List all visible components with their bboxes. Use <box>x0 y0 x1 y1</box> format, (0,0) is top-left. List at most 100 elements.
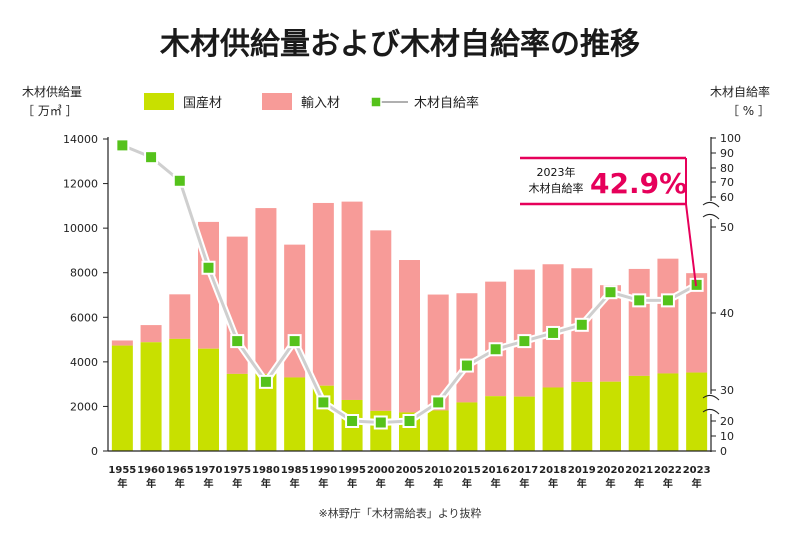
right-tick-label: 0 <box>720 445 727 458</box>
rate-layer <box>115 138 704 430</box>
x-tick-suffix: 年 <box>577 477 587 490</box>
x-tick-suffix: 年 <box>290 477 300 490</box>
right-tick-label: 50 <box>720 221 734 234</box>
x-tick-label: 1985 <box>281 465 309 476</box>
rate-marker-1970 <box>203 262 214 273</box>
x-tick-label: 2017 <box>510 465 538 476</box>
bar-domestic-2017 <box>513 396 535 451</box>
bar-imported-1960 <box>140 325 162 343</box>
x-tick-suffix: 年 <box>347 477 357 490</box>
bar-domestic-2020 <box>600 381 621 451</box>
right-axis-label: 木材自給率 <box>710 84 770 99</box>
source-note: ※林野庁「木材需給表」より抜粋 <box>319 506 482 520</box>
x-tick-label: 2023 <box>683 465 711 476</box>
bar-domestic-1955 <box>111 345 133 451</box>
rate-marker-1955 <box>117 140 128 151</box>
left-tick-label: 6000 <box>70 311 98 324</box>
x-tick-label: 2016 <box>482 465 510 476</box>
rate-marker-1995 <box>347 416 358 426</box>
rate-marker-1980 <box>260 376 271 387</box>
left-tick-label: 12000 <box>63 178 98 191</box>
chart-title: 木材供給量および木材自給率の推移 <box>159 27 640 62</box>
annotation-caption: 木材自給率 <box>529 181 584 195</box>
legend-swatch-imported <box>262 93 292 110</box>
bar-domestic-1965 <box>169 338 191 451</box>
axis-break-mark <box>702 394 720 401</box>
rate-marker-2021 <box>634 295 645 306</box>
x-tick-suffix: 年 <box>405 477 415 490</box>
x-tick-label: 1975 <box>223 465 251 476</box>
left-axis-unit: ［ 万㎥ ］ <box>22 104 78 118</box>
x-tick-suffix: 年 <box>462 477 472 490</box>
bar-domestic-2015 <box>456 402 478 451</box>
x-tick-label: 2020 <box>597 465 625 476</box>
x-tick-suffix: 年 <box>376 477 386 490</box>
bar-imported-2017 <box>513 269 535 397</box>
left-tick-label: 10000 <box>63 222 98 235</box>
x-tick-suffix: 年 <box>548 477 558 490</box>
annotation-value: 42.9% <box>590 167 687 200</box>
x-tick-suffix: 年 <box>146 477 156 490</box>
x-tick-suffix: 年 <box>692 477 702 490</box>
bar-domestic-1975 <box>226 373 248 451</box>
right-tick-label: 40 <box>720 307 734 320</box>
x-tick-suffix: 年 <box>318 477 328 490</box>
x-tick-suffix: 年 <box>634 477 644 490</box>
x-tick-suffix: 年 <box>204 477 214 490</box>
x-tick-suffix: 年 <box>117 477 127 490</box>
bar-domestic-2010 <box>427 410 449 451</box>
rate-marker-1990 <box>318 397 329 408</box>
bar-imported-1980 <box>255 208 277 374</box>
x-tick-label: 1960 <box>137 465 165 476</box>
x-tick-suffix: 年 <box>491 477 501 490</box>
bar-imported-2021 <box>628 268 650 376</box>
x-tick-suffix: 年 <box>519 477 529 490</box>
bar-imported-2016 <box>485 281 507 397</box>
rate-marker-2016 <box>490 344 501 355</box>
axis-break-mark <box>702 201 720 208</box>
right-tick-label: 80 <box>720 162 734 175</box>
bar-imported-2015 <box>456 293 478 403</box>
bar-imported-2023 <box>686 273 708 373</box>
annotation-pointer <box>685 203 697 287</box>
x-tick-label: 2022 <box>654 465 682 476</box>
x-tick-suffix: 年 <box>261 477 271 490</box>
rate-marker-2019 <box>576 319 587 330</box>
bar-imported-2022 <box>657 258 679 374</box>
legend: 国産材 輸入材 木材自給率 <box>144 93 479 111</box>
bar-domestic-1980 <box>255 373 277 451</box>
legend-swatch-domestic <box>144 93 174 110</box>
bar-domestic-1985 <box>284 377 306 451</box>
right-tick-label: 20 <box>720 415 734 428</box>
bar-domestic-2019 <box>571 381 593 451</box>
axis-break-mark <box>702 408 720 415</box>
axes-layer: 0 2000 4000 6000 8000 10000 12000 14000 0 10 20 30 4… <box>63 132 741 490</box>
x-tick-label: 2010 <box>424 465 452 476</box>
left-tick-label: 2000 <box>70 400 98 413</box>
x-tick-label: 1965 <box>166 465 194 476</box>
annotation-year: 2023年 <box>537 165 576 179</box>
annotation-2023: 2023年 木材自給率 42.9% <box>520 156 697 287</box>
x-tick-label: 1955 <box>108 465 136 476</box>
rate-marker-1985 <box>289 336 300 347</box>
bar-imported-2000 <box>370 230 392 411</box>
bar-imported-2005 <box>399 260 420 413</box>
rate-marker-1975 <box>232 336 243 347</box>
x-tick-label: 2018 <box>539 465 567 476</box>
x-tick-suffix: 年 <box>433 477 443 490</box>
rate-marker-2018 <box>548 327 559 338</box>
rate-marker-2005 <box>404 416 415 426</box>
rate-marker-2010 <box>433 397 444 408</box>
x-tick-suffix: 年 <box>232 477 242 490</box>
right-axis-unit: ［ % ］ <box>727 104 770 118</box>
bar-imported-2010 <box>427 294 449 411</box>
x-tick-suffix: 年 <box>175 477 185 490</box>
rate-marker-2017 <box>519 336 530 347</box>
bar-domestic-2021 <box>628 375 650 451</box>
left-tick-label: 8000 <box>70 267 98 280</box>
right-tick-label: 70 <box>720 176 734 189</box>
axis-break-mark <box>702 213 720 220</box>
right-tick-label: 90 <box>720 147 734 160</box>
bar-imported-2018 <box>542 264 564 388</box>
